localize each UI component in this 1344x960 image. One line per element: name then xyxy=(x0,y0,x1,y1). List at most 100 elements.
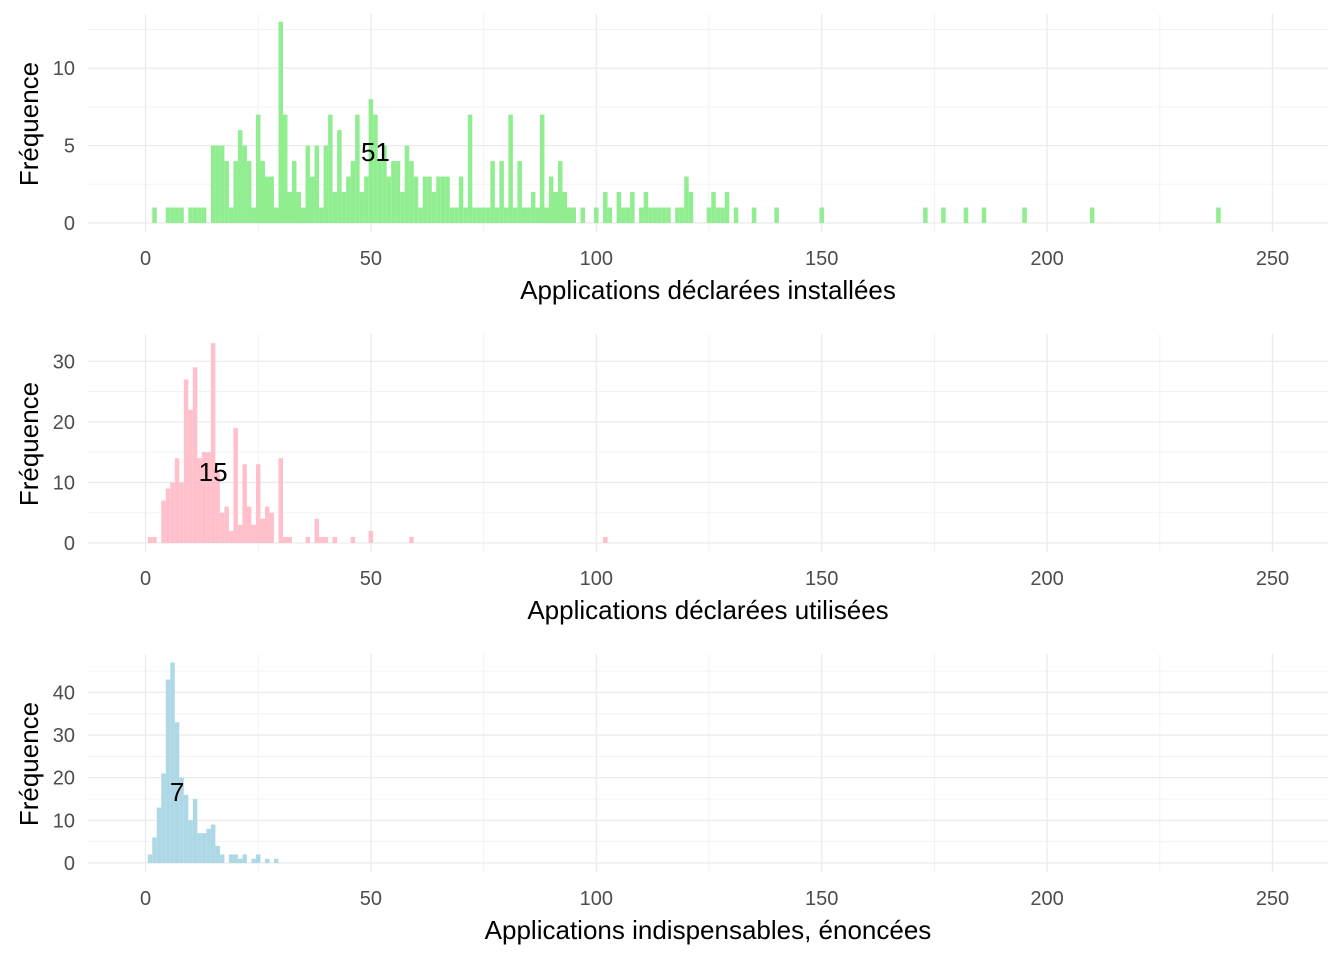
histogram-bar xyxy=(264,176,270,223)
histogram-bar xyxy=(499,161,504,223)
histogram-bar xyxy=(237,130,243,223)
histogram-bar xyxy=(206,452,211,543)
y-tick-label: 0 xyxy=(64,213,75,235)
histogram-panel-1: 0 50 100 150 200 250 0 5 10 51 Applications déclar… xyxy=(14,14,1328,305)
histogram-bar xyxy=(751,207,757,223)
histogram-bar xyxy=(273,858,279,863)
histogram-bar xyxy=(467,114,473,223)
histogram-bar xyxy=(364,176,369,223)
histogram-bar xyxy=(472,207,477,223)
histogram-bar xyxy=(675,207,680,223)
histogram-bar xyxy=(215,145,220,223)
x-tick-label: 50 xyxy=(360,248,382,270)
histogram-bar xyxy=(350,536,356,543)
histogram-bar xyxy=(147,854,153,863)
histogram-bar xyxy=(242,145,247,223)
histogram-bar xyxy=(981,207,987,223)
histogram-bar xyxy=(183,379,189,543)
histogram-bar xyxy=(296,192,302,223)
histogram-bar xyxy=(603,192,608,223)
histogram-bar xyxy=(188,820,193,863)
histogram-bar xyxy=(941,207,946,223)
y-tick-label: 30 xyxy=(53,725,75,747)
histogram-bar xyxy=(314,145,320,223)
histogram-bar xyxy=(188,207,193,223)
histogram-bar xyxy=(562,192,567,223)
histogram-bar xyxy=(571,207,577,223)
histogram-bar xyxy=(170,207,175,223)
histogram-bar xyxy=(251,207,256,223)
median-annotation: 51 xyxy=(361,137,390,167)
histogram-bar xyxy=(269,176,274,223)
histogram-bar xyxy=(341,192,347,223)
histogram-bar xyxy=(1089,207,1095,223)
x-tick-label: 200 xyxy=(1030,568,1063,590)
histogram-bar xyxy=(643,192,649,223)
histogram-bar xyxy=(706,207,712,223)
histogram-bar xyxy=(152,536,157,543)
histogram-bar xyxy=(282,536,288,543)
x-tick-label: 150 xyxy=(805,888,838,910)
histogram-bar xyxy=(715,207,721,223)
histogram-bar xyxy=(233,854,238,863)
histogram-bar xyxy=(368,99,374,223)
histogram-bar xyxy=(269,512,274,543)
histogram-bar xyxy=(679,207,685,223)
histogram-bar xyxy=(323,536,329,543)
histogram-bar xyxy=(242,464,247,543)
histogram-bar xyxy=(328,114,333,223)
histogram-bar xyxy=(923,207,928,223)
histogram-bar xyxy=(553,192,558,223)
histogram-bar xyxy=(233,161,238,223)
histogram-bar xyxy=(246,161,252,223)
histogram-bar xyxy=(494,207,500,223)
histogram-bar xyxy=(684,176,689,223)
x-tick-label: 200 xyxy=(1030,888,1063,910)
y-axis-title: Fréquence xyxy=(14,62,44,186)
histogram-bar xyxy=(566,207,572,223)
histogram-bar xyxy=(170,662,175,863)
histogram-bar xyxy=(237,858,243,863)
histogram-bar xyxy=(246,506,252,543)
histogram-bar xyxy=(210,343,216,543)
histogram-bar xyxy=(490,161,495,223)
histogram-bar xyxy=(282,114,288,223)
histogram-bar xyxy=(192,367,198,543)
histogram-bar xyxy=(197,207,202,223)
histogram-bar xyxy=(201,833,207,863)
histogram-bar xyxy=(165,679,171,863)
histogram-bar xyxy=(724,192,730,223)
histogram-bar xyxy=(179,482,184,543)
histogram-bar xyxy=(431,192,437,223)
histogram-bar xyxy=(616,192,622,223)
histogram-bar xyxy=(580,207,586,223)
histogram-bar xyxy=(319,207,324,223)
histogram-bar xyxy=(503,207,509,223)
histogram-bar xyxy=(287,192,293,223)
histogram-bar xyxy=(508,114,513,223)
y-tick-label: 0 xyxy=(64,853,75,875)
histogram-bar xyxy=(292,161,297,223)
histogram-bar xyxy=(197,833,202,863)
histogram-bar xyxy=(963,207,969,223)
histogram-bar xyxy=(228,207,234,223)
histogram-bar xyxy=(170,482,175,543)
histogram-bar xyxy=(666,207,671,223)
x-tick-label: 250 xyxy=(1256,888,1289,910)
x-tick-label: 250 xyxy=(1256,248,1289,270)
y-tick-label: 10 xyxy=(53,472,75,494)
histogram-bar xyxy=(648,207,653,223)
histogram-bar xyxy=(454,207,459,223)
histogram-bar xyxy=(391,161,396,223)
histogram-bar xyxy=(255,464,261,543)
histogram-bar xyxy=(219,854,225,863)
histogram-bar xyxy=(512,207,518,223)
median-annotation: 7 xyxy=(170,777,184,807)
histogram-bar xyxy=(368,530,374,543)
histogram-bar xyxy=(463,207,468,223)
histogram-bar xyxy=(224,161,229,223)
histogram-bar xyxy=(323,145,329,223)
x-tick-label: 150 xyxy=(805,248,838,270)
histogram-panel-2: 0 50 100 150 200 250 0 10 20 30 15 Applications déc… xyxy=(14,334,1328,625)
y-tick-label: 20 xyxy=(53,768,75,790)
